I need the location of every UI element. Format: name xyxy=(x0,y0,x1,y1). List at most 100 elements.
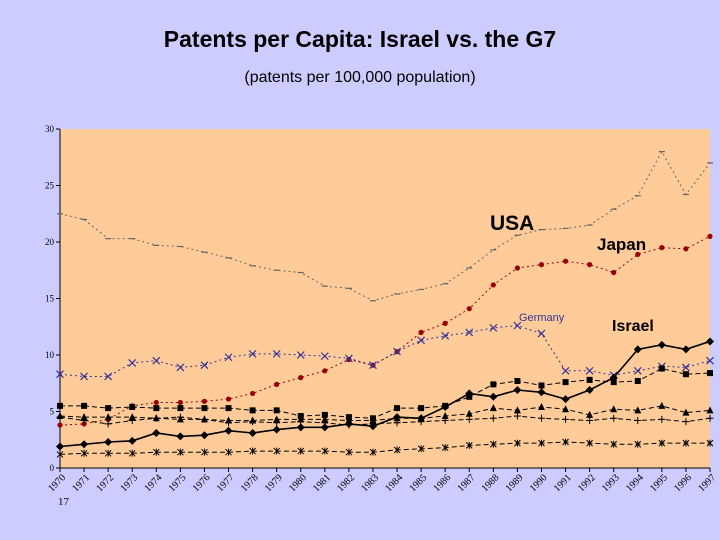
x-tick-label: 1997 xyxy=(696,472,718,494)
data-point-series-6 xyxy=(706,406,714,414)
data-point-series-6 xyxy=(537,402,545,410)
data-point-series-6 xyxy=(513,406,521,414)
data-point-japan xyxy=(225,396,232,402)
data-point-series-7 xyxy=(104,420,112,428)
data-point-germany xyxy=(489,323,498,332)
data-point-israel xyxy=(272,425,281,434)
data-point-series-5 xyxy=(514,377,521,384)
data-point-series-8 xyxy=(297,447,305,455)
data-point-japan xyxy=(635,251,641,258)
data-point-series-6 xyxy=(321,415,329,423)
x-tick-label: 1992 xyxy=(576,472,598,494)
data-point-israel xyxy=(152,428,161,437)
data-point-series-8 xyxy=(658,439,666,447)
data-point-germany xyxy=(417,336,426,345)
data-point-series-8 xyxy=(369,448,377,456)
data-point-japan xyxy=(707,233,713,239)
data-point-series-6 xyxy=(417,414,425,422)
data-point-germany xyxy=(200,361,209,370)
x-tick-label: 1996 xyxy=(672,472,694,494)
x-tick-label: 1976 xyxy=(191,472,213,494)
data-point-israel xyxy=(56,442,64,451)
data-point-japan xyxy=(57,422,63,428)
series-line-usa xyxy=(59,150,711,302)
data-point-series-7 xyxy=(249,418,257,426)
data-point-germany xyxy=(465,328,474,337)
x-tick-label: 1983 xyxy=(359,472,381,494)
data-point-germany xyxy=(224,353,233,362)
data-point-series-5 xyxy=(57,402,63,409)
data-point-series-6 xyxy=(80,413,88,421)
data-point-series-7 xyxy=(56,413,64,421)
data-point-series-5 xyxy=(490,381,497,388)
data-point-series-5 xyxy=(273,407,280,414)
data-point-series-5 xyxy=(682,371,689,378)
x-tick-label: 1981 xyxy=(311,472,333,494)
data-point-germany xyxy=(393,347,401,356)
data-point-series-6 xyxy=(489,404,497,412)
data-point-series-8 xyxy=(610,440,618,448)
data-point-germany xyxy=(706,356,714,365)
data-point-germany xyxy=(176,363,185,372)
data-point-series-8 xyxy=(441,444,449,452)
series-line-series-5 xyxy=(60,368,711,419)
x-tick-label: 1989 xyxy=(504,472,526,494)
data-point-japan xyxy=(418,329,424,335)
data-point-japan xyxy=(562,258,569,264)
data-point-series-7 xyxy=(297,418,305,426)
data-point-series-6 xyxy=(104,413,112,421)
data-point-israel xyxy=(296,423,305,432)
page-title: Patents per Capita: Israel vs. the G7 xyxy=(163,26,557,52)
x-tick-label: 1993 xyxy=(600,472,622,494)
data-point-japan xyxy=(683,246,689,252)
data-point-japan xyxy=(249,390,256,397)
y-tick-label: 15 xyxy=(45,294,55,304)
data-point-series-6 xyxy=(128,413,136,421)
annotation-germany: Germany xyxy=(519,312,565,324)
y-tick-label: 10 xyxy=(45,350,55,360)
x-tick-label: 1971 xyxy=(70,472,92,494)
data-point-japan xyxy=(177,399,183,406)
x-tick-label: 1988 xyxy=(480,472,502,494)
data-point-series-6 xyxy=(682,408,690,416)
data-point-japan xyxy=(466,306,472,312)
data-point-series-8 xyxy=(128,449,136,457)
data-point-germany xyxy=(104,372,113,381)
data-point-series-5 xyxy=(201,405,208,412)
data-point-japan xyxy=(490,282,496,288)
data-point-israel xyxy=(128,436,137,445)
data-point-series-5 xyxy=(538,382,545,389)
data-point-series-7 xyxy=(513,412,521,420)
annotation-israel: Israel xyxy=(612,318,654,335)
data-point-israel xyxy=(224,426,233,435)
data-point-series-7 xyxy=(706,414,714,422)
data-point-series-7 xyxy=(537,414,545,422)
data-point-series-5 xyxy=(442,402,449,409)
data-point-series-8 xyxy=(225,448,232,456)
data-point-series-6 xyxy=(465,409,473,417)
data-point-series-7 xyxy=(369,420,377,428)
data-point-series-7 xyxy=(321,419,329,427)
x-tick-label: 1978 xyxy=(239,472,261,494)
y-tick-label: 0 xyxy=(50,463,55,473)
data-point-series-7 xyxy=(634,417,642,425)
data-point-series-6 xyxy=(562,405,570,413)
data-point-germany xyxy=(682,363,690,372)
page-subtitle: (patents per 100,000 population) xyxy=(244,69,476,86)
data-point-germany xyxy=(513,321,522,330)
data-point-series-6 xyxy=(393,414,401,422)
data-point-series-5 xyxy=(153,405,160,412)
data-point-series-7 xyxy=(417,418,425,426)
data-point-series-6 xyxy=(610,405,618,413)
y-tick-label: 30 xyxy=(45,124,55,134)
data-point-japan xyxy=(153,399,159,406)
data-point-japan xyxy=(514,265,521,271)
data-point-japan xyxy=(346,356,352,363)
x-tick-label: 1975 xyxy=(167,472,189,494)
data-point-germany xyxy=(320,352,329,361)
data-point-series-5 xyxy=(562,379,569,386)
data-point-series-5 xyxy=(707,370,713,377)
data-point-japan xyxy=(322,368,328,374)
data-point-series-6 xyxy=(658,401,666,409)
